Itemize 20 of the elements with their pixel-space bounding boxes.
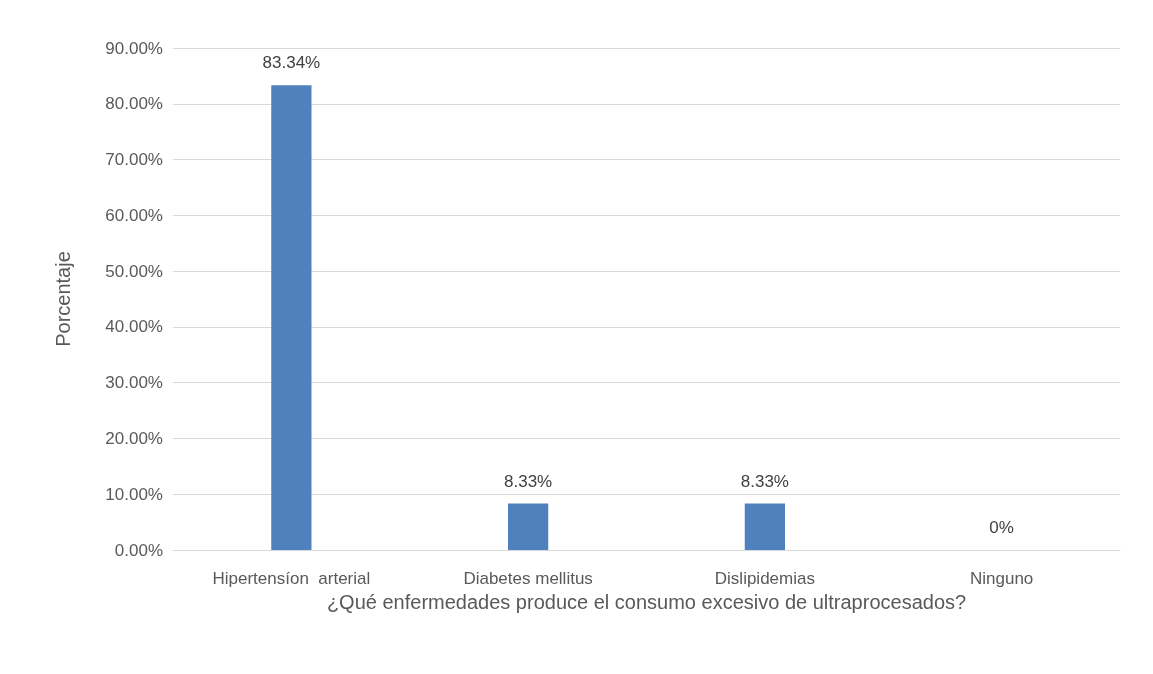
y-tick-label: 70.00% (105, 150, 163, 170)
data-label: 8.33% (504, 471, 553, 491)
y-tick-label: 90.00% (105, 38, 163, 58)
x-tick-label: Diabetes mellitus (463, 569, 593, 588)
y-tick-label: 20.00% (105, 428, 163, 448)
y-tick-label: 30.00% (105, 373, 163, 393)
x-axis-title: ¿Qué enfermedades produce el consumo excesivo de ultraprocesados? (326, 591, 967, 613)
x-tick-label: Dislipidemias (714, 569, 815, 588)
y-tick-label: 10.00% (105, 484, 163, 504)
y-axis-title: Porcentaje (52, 251, 74, 347)
data-label: 83.34% (262, 53, 321, 73)
data-label: 0% (989, 518, 1014, 537)
y-tick-label: 80.00% (105, 94, 163, 114)
y-tick-label: 0.00% (114, 540, 163, 560)
y-tick-label: 40.00% (105, 317, 163, 337)
y-tick-label: 50.00% (105, 261, 163, 281)
x-tick-label: Ninguno (969, 569, 1034, 588)
data-label: 8.33% (740, 471, 789, 491)
y-tick-label: 60.00% (105, 205, 163, 225)
x-tick-label: Hipertensíon arterial (212, 569, 371, 588)
